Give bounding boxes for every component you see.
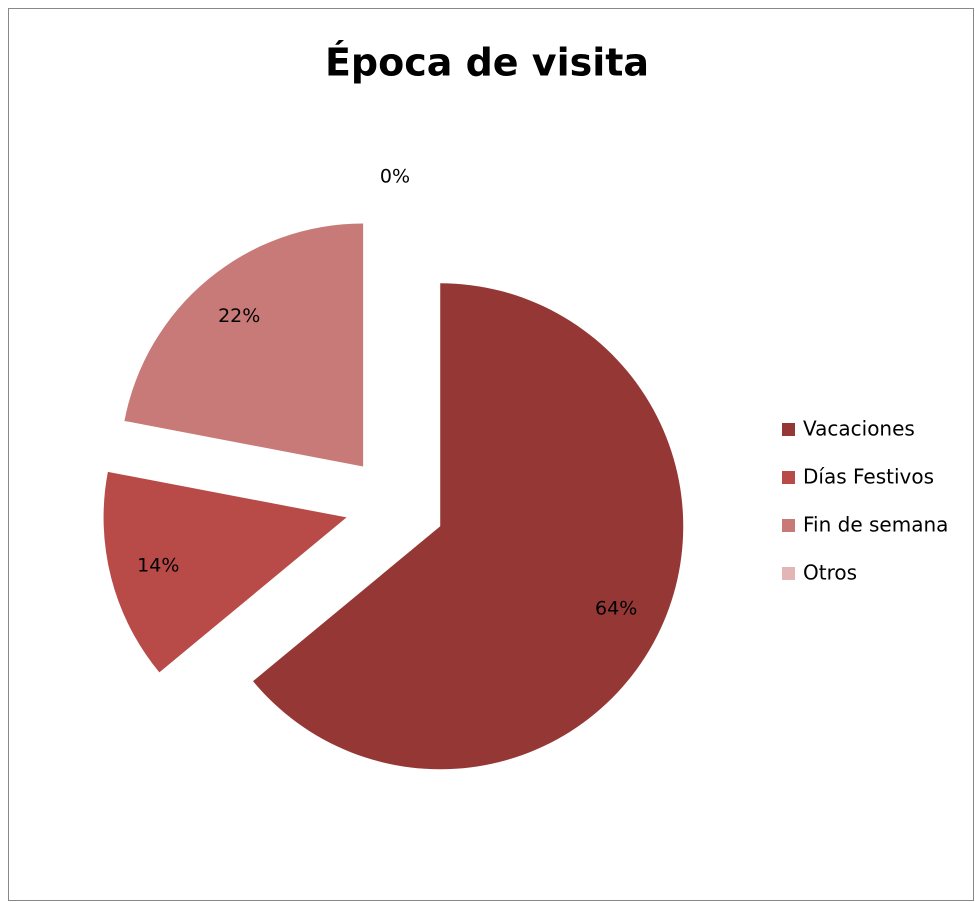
legend-swatch bbox=[782, 423, 795, 436]
chart-title: Época de visita bbox=[325, 41, 649, 85]
legend-swatch bbox=[782, 567, 795, 580]
pie-slice bbox=[253, 283, 684, 770]
pie-slice bbox=[103, 471, 347, 673]
data-label: 14% bbox=[137, 554, 179, 576]
legend-label: Días Festivos bbox=[803, 465, 934, 489]
data-label: 22% bbox=[218, 305, 260, 327]
legend-label: Fin de semana bbox=[803, 513, 948, 537]
legend-swatch bbox=[782, 519, 795, 532]
legend-label: Otros bbox=[803, 561, 857, 585]
pie-slice bbox=[124, 223, 364, 467]
legend-swatch bbox=[782, 471, 795, 484]
data-label: 64% bbox=[595, 598, 637, 620]
legend-label: Vacaciones bbox=[803, 417, 915, 441]
data-label: 0% bbox=[380, 165, 410, 187]
